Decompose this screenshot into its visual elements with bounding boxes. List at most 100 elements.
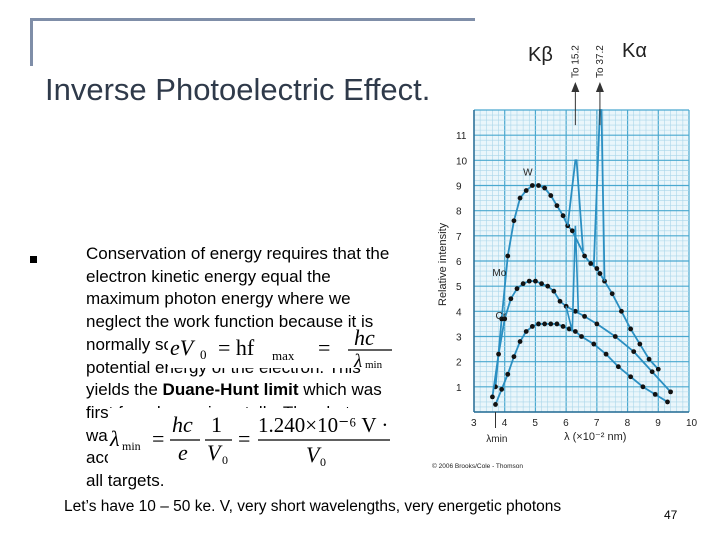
data-point-cr (529, 324, 535, 329)
data-point-mo (551, 288, 557, 294)
data-point-cr (665, 399, 670, 405)
data-point-w (609, 291, 615, 297)
mo-peak-line (565, 225, 580, 332)
y-tick-label: 6 (456, 257, 462, 268)
y-tick-label: 4 (456, 307, 462, 318)
eq2-frac1: 1 (211, 412, 222, 437)
slide-title: Inverse Photoelectric Effect. (45, 72, 431, 107)
data-point-cr (652, 391, 658, 397)
data-point-w (505, 253, 511, 259)
data-point-mo (563, 303, 569, 309)
title-frame-left (30, 18, 33, 66)
data-point-mo (502, 316, 508, 322)
to-372-label: To 37.2 (595, 45, 606, 78)
x-tick-label: 7 (594, 418, 600, 429)
y-tick-label: 9 (456, 182, 462, 193)
to-152-label: To 15.2 (570, 45, 581, 78)
data-point-mo (508, 296, 514, 302)
curve-label-mo: Mo (492, 268, 506, 279)
data-point-w (542, 185, 548, 191)
data-point-w (655, 366, 661, 372)
data-point-mo (520, 281, 526, 287)
data-point-w (637, 341, 643, 347)
data-point-cr (591, 341, 597, 347)
duane-hunt-equation-svg: λ min = hc e 1 V 0 = 1.240×10⁻⁶ V · m V … (109, 412, 410, 469)
data-point-mo (668, 389, 673, 395)
x-axis-label: λ (×10⁻² nm) (564, 431, 626, 443)
x-tick-label: 8 (625, 418, 631, 429)
figure-credit: © 2006 Brooks/Cole - Thomson (432, 462, 523, 470)
data-point-w (619, 308, 624, 314)
k-alpha-peak-line (592, 109, 606, 282)
eq2-equals-2: = (238, 426, 250, 451)
eq1-denominator: λ (353, 351, 362, 368)
duane-hunt-equation: λ min = hc e 1 V 0 = 1.240×10⁻⁶ V · m V … (108, 408, 410, 469)
eq2-lhs: λ (109, 426, 120, 451)
data-point-mo (539, 281, 544, 287)
eq2-den2: V (306, 442, 322, 467)
data-point-w (594, 266, 600, 271)
data-point-mo (594, 321, 600, 327)
data-point-w (569, 228, 575, 234)
y-tick-label: 8 (456, 207, 462, 218)
data-point-mo (631, 349, 637, 354)
footer-note: Let’s have 10 – 50 ke. V, very short wav… (64, 498, 562, 515)
data-point-cr (536, 321, 541, 327)
data-point-mo (496, 351, 501, 357)
data-point-w (588, 261, 594, 266)
data-point-w (582, 253, 587, 259)
x-tick-label: 9 (655, 418, 661, 429)
data-point-w (628, 326, 634, 332)
data-point-cr (499, 386, 505, 392)
data-point-cr (603, 351, 609, 357)
x-tick-label: 6 (563, 418, 569, 429)
curve-label-w: W (523, 167, 533, 178)
y-tick-label: 5 (456, 282, 462, 293)
data-point-mo (612, 334, 618, 339)
data-point-w (554, 203, 560, 209)
data-point-w (646, 356, 652, 362)
eq1-lhs: eV (170, 335, 196, 360)
k-beta-peak-line (566, 159, 584, 251)
page-number: 47 (664, 508, 678, 522)
data-point-cr (511, 354, 517, 360)
x-tick-label: 4 (502, 418, 508, 429)
bullet-marker (30, 256, 37, 263)
xray-spectrum-chart: 3 4 5 6 7 8 9 10 1 2 3 4 5 6 7 8 9 10 11 λ (×10⁻² nm) Relati… (432, 45, 698, 470)
data-point-cr (542, 321, 548, 327)
body-text-1: Conservation of energy requires that the… (86, 244, 390, 400)
eq2-den-v-sub: 0 (222, 453, 228, 467)
data-point-w (560, 213, 566, 219)
data-point-mo (649, 369, 655, 375)
xray-spectrum-figure: 3 4 5 6 7 8 9 10 1 2 3 4 5 6 7 8 9 10 11 λ (×10⁻² nm) Relati… (424, 0, 714, 485)
data-point-w (602, 278, 607, 284)
data-point-cr (566, 326, 572, 332)
data-point-w (597, 271, 603, 276)
y-tick-label: 3 (456, 333, 462, 344)
text-layer: 3 4 5 6 7 8 9 10 1 2 3 4 5 6 7 8 9 10 11 λ (×10⁻² nm) Relati… (432, 45, 698, 470)
data-point-cr (628, 374, 634, 380)
curve-label-cr: Cr (496, 311, 507, 322)
peak-arrow-head (595, 82, 604, 92)
data-point-cr (640, 384, 646, 390)
data-point-cr (615, 364, 621, 370)
eq2-equals-1: = (152, 426, 164, 451)
eq2-num2: 1.240×10⁻⁶ V · m (258, 413, 393, 437)
eq1-denominator-sub: min (365, 359, 383, 368)
data-point-cr (579, 334, 584, 339)
data-point-w (529, 183, 535, 188)
data-point-w (536, 183, 541, 188)
energy-equation-svg: eV 0 = hf max = hc λ min (170, 325, 392, 372)
eq2-den2-sub: 0 (320, 455, 326, 468)
data-point-mo (545, 283, 551, 289)
eq1-sub: max (272, 348, 295, 363)
data-point-cr (560, 324, 566, 329)
data-point-w (523, 188, 529, 193)
data-point-w (511, 218, 517, 224)
y-tick-label: 7 (456, 232, 462, 243)
data-point-mo (514, 286, 520, 292)
eq2-den-v: V (207, 440, 223, 465)
data-point-cr (523, 329, 529, 334)
title-frame-top (30, 18, 475, 21)
lambda-min-label: λmin (486, 434, 507, 445)
